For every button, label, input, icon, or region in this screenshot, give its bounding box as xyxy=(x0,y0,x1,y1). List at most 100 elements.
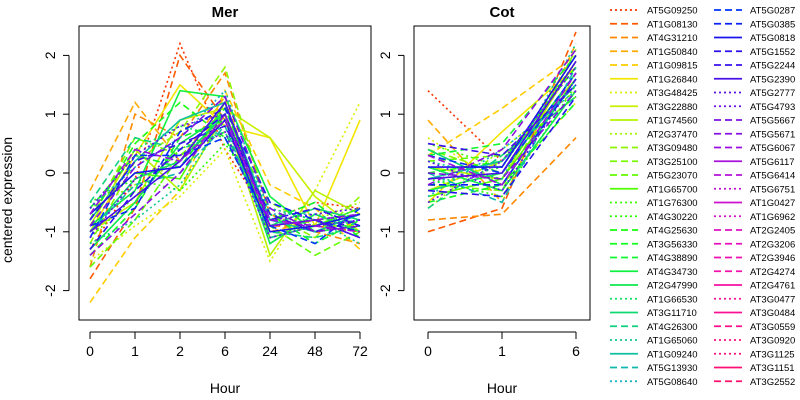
x-tick-label: 1 xyxy=(498,343,506,359)
legend-label: AT5G6067 xyxy=(750,143,795,154)
x-tick-label: 6 xyxy=(221,343,229,359)
legend-entry: AT1G08130 xyxy=(610,19,698,30)
legend-entry: AT5G5667 xyxy=(714,116,795,127)
legend-label: AT5G2390 xyxy=(750,74,795,85)
legend-entry: AT5G0818 xyxy=(714,33,795,44)
legend-label: AT2G3206 xyxy=(750,239,795,250)
legend-entry: AT4G26300 xyxy=(610,322,698,333)
legend-label: AT3G22880 xyxy=(647,102,698,113)
series-line xyxy=(89,112,361,250)
series-line xyxy=(89,101,361,233)
series-line xyxy=(427,72,577,186)
legend-entry: AT3G0920 xyxy=(714,336,795,347)
series-line xyxy=(428,78,577,186)
series-lines-cot xyxy=(427,31,577,233)
legend-entry: AT1G65060 xyxy=(610,336,698,347)
x-tick-label: 48 xyxy=(307,343,323,359)
y-tick-label: 1 xyxy=(377,110,393,118)
legend-entry: AT3G1151 xyxy=(714,363,795,374)
legend-label: AT1G6962 xyxy=(750,212,795,223)
legend-entry: AT3G56330 xyxy=(610,239,698,250)
legend-entry: AT2G4274 xyxy=(714,267,795,278)
legend-label: AT1G50840 xyxy=(647,47,698,58)
series-line xyxy=(427,95,577,162)
legend-entry: AT1G66530 xyxy=(610,294,698,305)
legend-entry: AT3G09480 xyxy=(610,143,698,154)
legend-entry: AT1G6962 xyxy=(714,212,795,223)
legend-entry: AT1G76300 xyxy=(610,198,698,209)
x-axis-cot: 0 1 6 xyxy=(424,331,580,359)
legend-label: AT3G09480 xyxy=(647,143,698,154)
legend-entry: AT3G0477 xyxy=(714,294,795,305)
legend-label: AT2G2405 xyxy=(750,226,795,237)
legend-label: AT1G66530 xyxy=(647,294,698,305)
y-tick-label: -2 xyxy=(377,284,393,297)
legend-entry: AT5G2244 xyxy=(714,61,795,72)
legend: AT5G09250 AT1G08130 AT4G31210 AT1G50840 AT1G… xyxy=(610,6,795,388)
legend-label: AT4G31210 xyxy=(647,33,698,44)
legend-label: AT4G25630 xyxy=(647,226,698,237)
legend-label: AT1G09815 xyxy=(647,61,698,72)
legend-label: AT5G09250 xyxy=(647,6,698,17)
y-tick-label: 2 xyxy=(377,51,393,59)
series-line xyxy=(89,95,361,233)
y-tick-label: -1 xyxy=(42,225,58,238)
legend-entry: AT4G30220 xyxy=(610,212,698,223)
legend-label: AT5G0385 xyxy=(750,19,795,30)
legend-label: AT1G0427 xyxy=(750,198,795,209)
legend-entry: AT5G2390 xyxy=(714,74,795,85)
series-line xyxy=(89,136,361,245)
series-line xyxy=(428,54,577,168)
legend-entry: AT2G3946 xyxy=(714,253,795,264)
legend-entry: AT3G25100 xyxy=(610,157,698,168)
legend-entry: AT3G48425 xyxy=(610,88,698,99)
legend-label: AT3G56330 xyxy=(647,239,698,250)
legend-label: AT5G2777 xyxy=(750,88,795,99)
y-axis-cot: -2 -1 0 1 2 xyxy=(377,51,405,297)
y-tick-label: 1 xyxy=(42,110,58,118)
legend-label: AT5G13930 xyxy=(647,363,698,374)
x-tick-label: 2 xyxy=(176,343,184,359)
legend-entry: AT4G38890 xyxy=(610,253,698,264)
legend-label: AT5G23070 xyxy=(647,171,698,182)
legend-entry: AT1G65700 xyxy=(610,184,698,195)
legend-entry: AT3G0484 xyxy=(714,308,795,319)
series-line xyxy=(427,96,577,198)
legend-entry: AT5G0287 xyxy=(714,6,795,17)
legend-entry: AT3G0559 xyxy=(714,322,795,333)
legend-entry: AT5G13930 xyxy=(610,363,698,374)
legend-entry: AT5G0385 xyxy=(714,19,795,30)
y-axis-label: centered expression xyxy=(0,137,15,263)
panel-cot: 0 1 6 -2 -1 0 1 2 Cot Hour xyxy=(377,4,591,396)
series-line xyxy=(427,90,577,209)
series-line xyxy=(427,66,577,204)
legend-entry: AT3G11710 xyxy=(610,308,697,319)
series-line xyxy=(427,137,577,221)
y-axis-mer: -2 -1 0 1 2 xyxy=(42,51,70,297)
legend-entry: AT5G1552 xyxy=(714,47,795,58)
plot-box-cot xyxy=(413,25,591,321)
legend-label: AT1G65700 xyxy=(647,184,698,195)
legend-label: AT3G0477 xyxy=(750,294,795,305)
legend-label: AT2G4274 xyxy=(750,267,795,278)
legend-entry: AT1G09815 xyxy=(610,61,698,72)
legend-label: AT2G4761 xyxy=(750,281,795,292)
legend-entry: AT1G0427 xyxy=(714,198,795,209)
legend-label: AT3G1125 xyxy=(750,349,795,360)
legend-label: AT1G26840 xyxy=(647,74,698,85)
legend-entry: AT3G1125 xyxy=(714,349,795,360)
x-axis-label-cot: Hour xyxy=(487,380,518,396)
series-line xyxy=(89,100,361,239)
legend-entry: AT1G50840 xyxy=(610,47,698,58)
legend-label: AT5G0818 xyxy=(750,33,795,44)
legend-label: AT2G37470 xyxy=(647,129,698,140)
x-tick-label: 0 xyxy=(424,343,432,359)
legend-entry: AT5G08640 xyxy=(610,377,698,388)
legend-entry: AT5G2777 xyxy=(714,88,795,99)
legend-entry: AT2G37470 xyxy=(610,129,698,140)
series-line xyxy=(427,54,577,157)
series-line xyxy=(89,124,361,233)
panel-mer: 0 1 2 6 24 48 72 -2 -1 0 1 2 Mer Hour centered exp… xyxy=(0,4,372,396)
series-line xyxy=(427,78,577,192)
panel-title-cot: Cot xyxy=(490,4,515,21)
